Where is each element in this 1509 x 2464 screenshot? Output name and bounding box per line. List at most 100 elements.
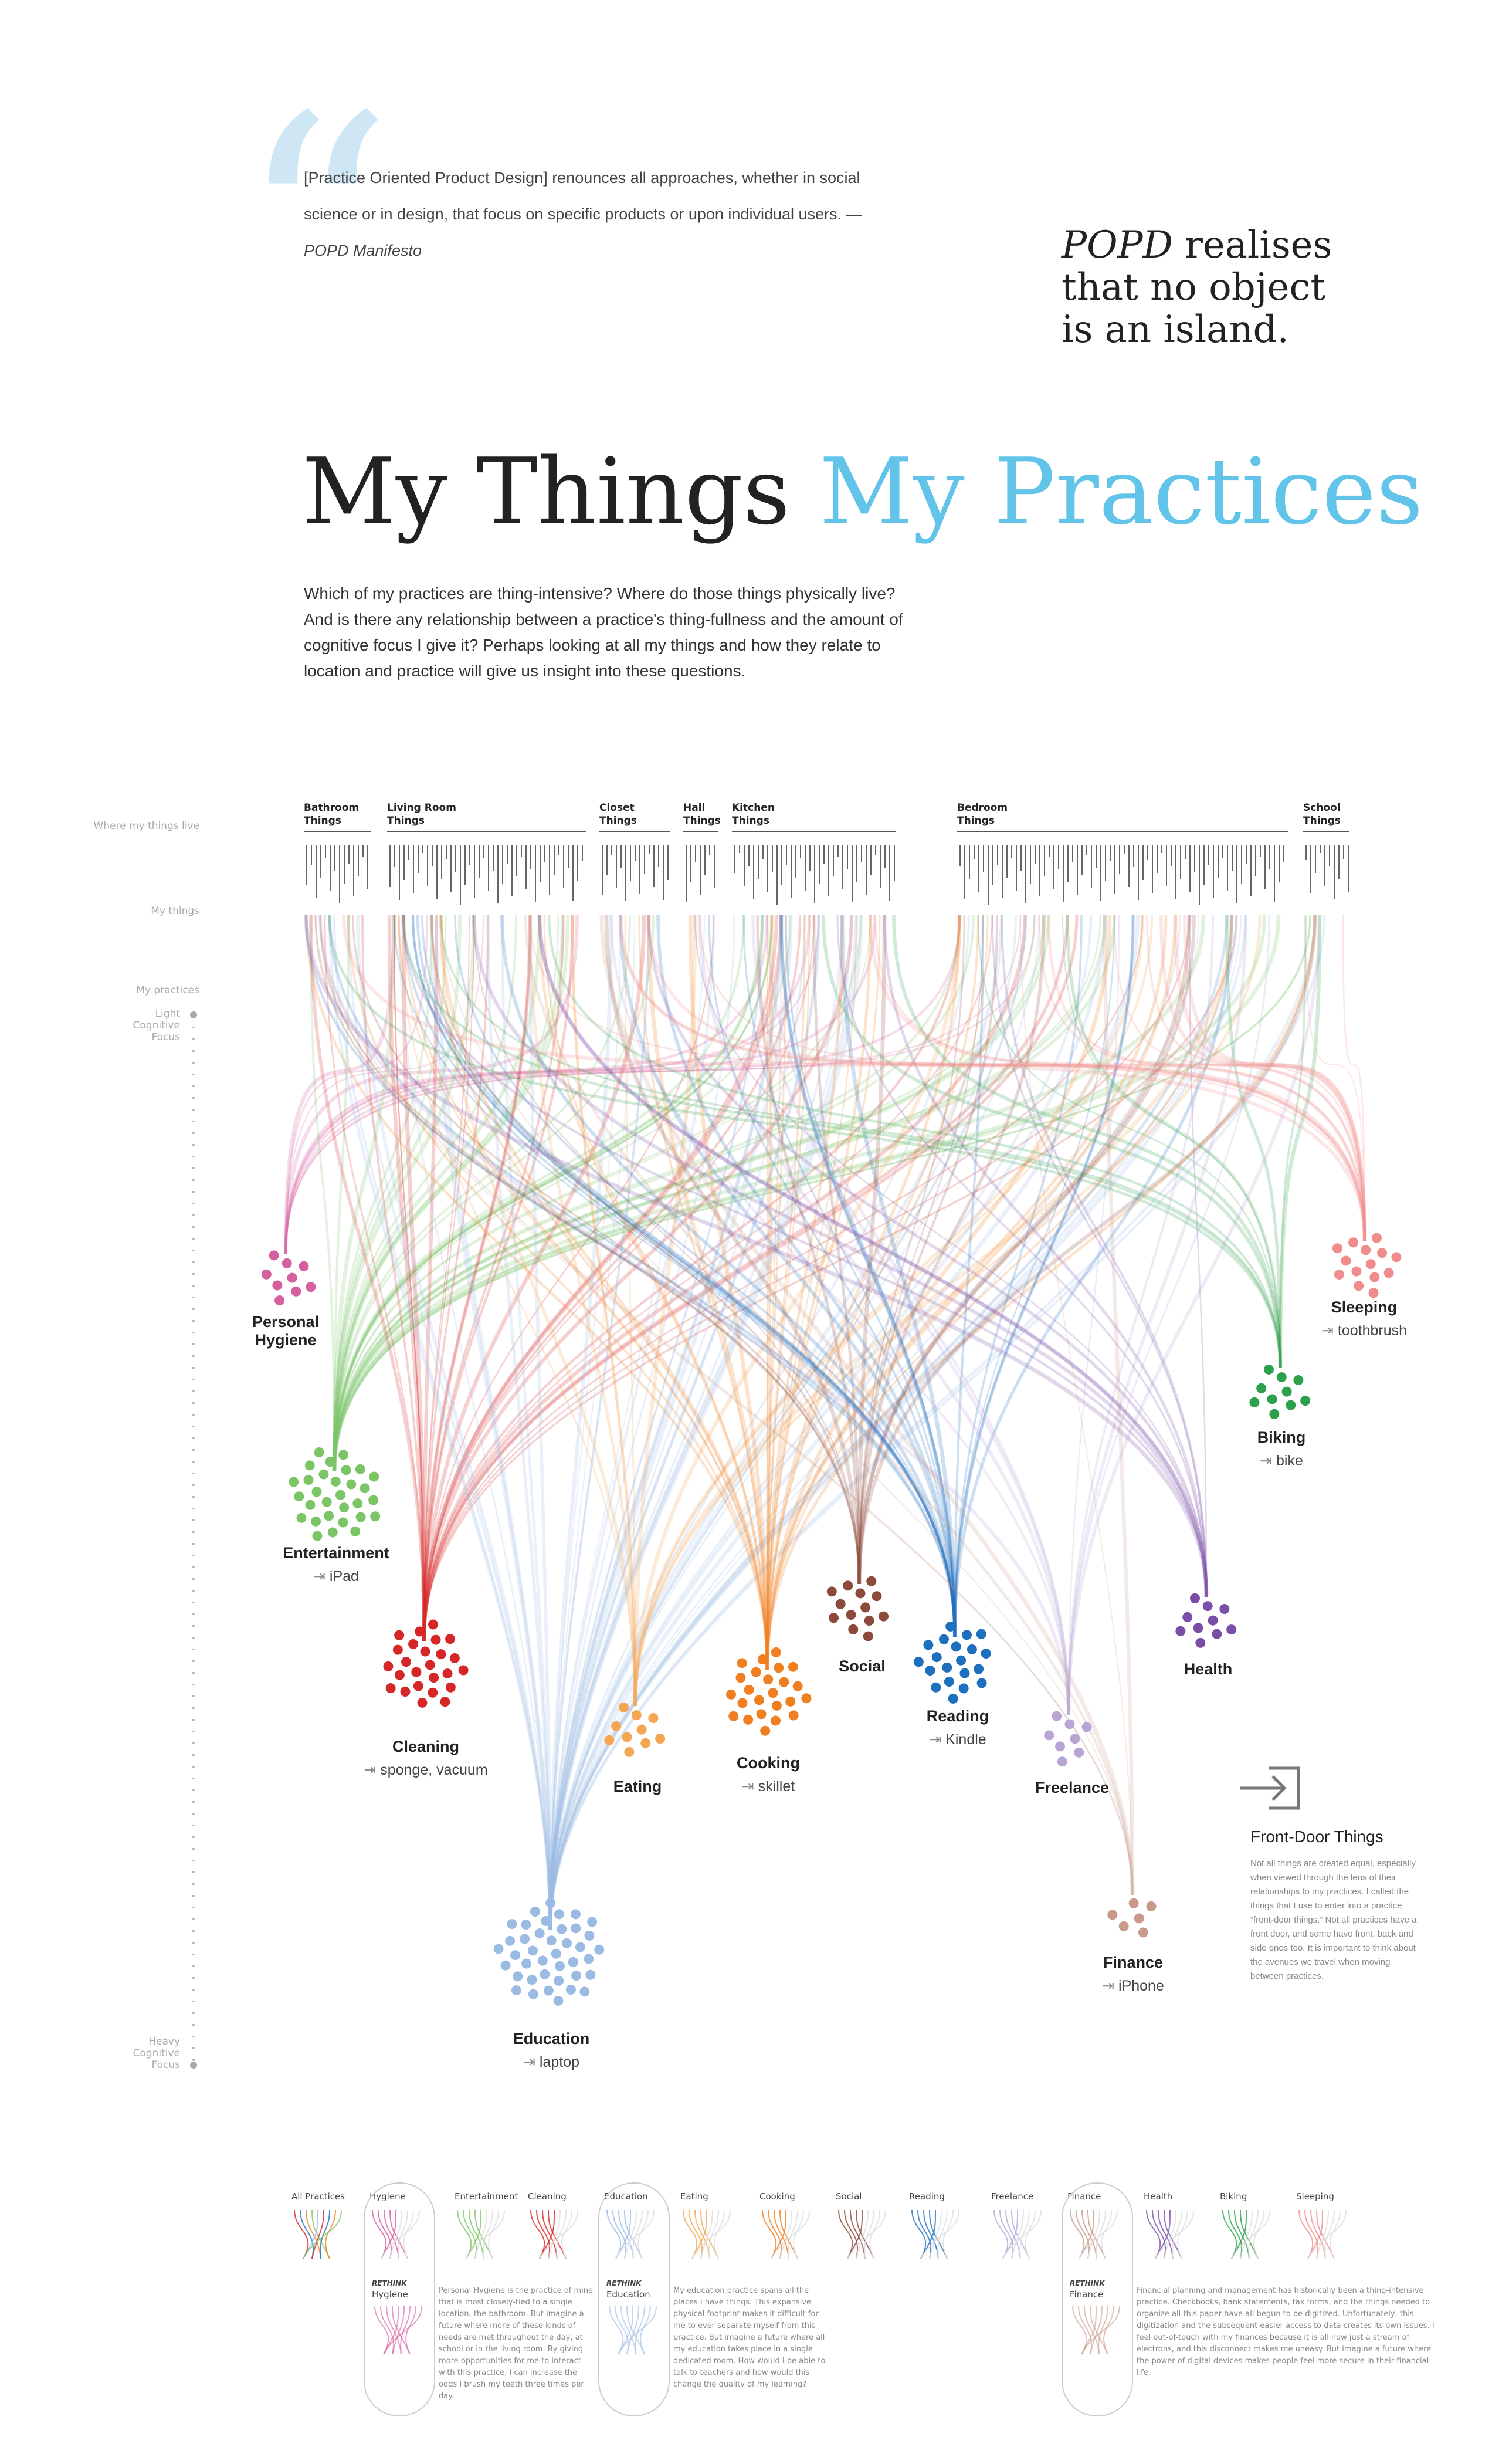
practice-dot: [1348, 1237, 1359, 1248]
small-multiple-chart[interactable]: [291, 2209, 344, 2262]
location-divider: [387, 831, 586, 832]
practice-dot: [306, 1282, 316, 1292]
thing-tick: [1189, 845, 1191, 892]
practice-dot: [976, 1629, 986, 1639]
flow-line: [1113, 915, 1366, 1241]
small-multiple-line: [779, 2209, 792, 2259]
flow-line: [549, 915, 650, 1931]
small-multiple-chart[interactable]: [1296, 2209, 1349, 2262]
practice-node-finance[interactable]: [1098, 1884, 1166, 1952]
flow-group-cooking: [304, 915, 1317, 1670]
thing-tick: [1250, 845, 1252, 896]
flow-group-cleaning: [309, 915, 1237, 1642]
small-multiple-line: [542, 2209, 558, 2259]
flow-line: [284, 915, 820, 1255]
flow-line: [402, 915, 956, 1637]
location-header: Kitchen Things: [732, 801, 775, 827]
practice-node-eating[interactable]: [596, 1690, 674, 1769]
thing-tick: [367, 845, 368, 889]
practice-node-freelance[interactable]: [1032, 1702, 1106, 1776]
thing-tick: [758, 845, 759, 879]
flow-line: [765, 915, 1317, 1670]
small-multiple-line: [1330, 2209, 1341, 2259]
thing-tick: [1077, 845, 1078, 895]
small-multiple-chart[interactable]: [1220, 2209, 1273, 2262]
flow-line: [333, 915, 1116, 1472]
flow-line: [538, 915, 1208, 1597]
practice-dot: [553, 1995, 564, 2006]
thing-tick: [964, 845, 965, 899]
practice-node-cooking[interactable]: [714, 1640, 819, 1745]
small-multiple-line: [306, 2209, 321, 2259]
practice-dot: [1212, 1629, 1222, 1639]
practice-node-sleeping[interactable]: [1321, 1220, 1408, 1308]
small-multiple-line: [937, 2209, 948, 2259]
practice-node-biking[interactable]: [1241, 1352, 1320, 1431]
flow-line: [638, 915, 768, 1670]
thing-tick: [1067, 845, 1069, 882]
practice-dot: [1107, 1910, 1118, 1920]
rethink-line: [1072, 2305, 1087, 2355]
practice-dot: [534, 1928, 545, 1938]
practice-node-social[interactable]: [816, 1565, 902, 1650]
flow-line: [1038, 915, 1366, 1241]
practice-node-hygiene[interactable]: [247, 1240, 324, 1316]
location-divider: [304, 831, 371, 832]
location-name-line2: Things: [683, 815, 721, 827]
practice-dot: [551, 1948, 561, 1959]
thing-tick: [805, 845, 806, 891]
practice-dot: [1074, 1747, 1084, 1758]
practice-node-health[interactable]: [1167, 1581, 1246, 1660]
small-multiple-chart[interactable]: [528, 2209, 581, 2262]
small-multiple-chart[interactable]: [680, 2209, 733, 2262]
flow-line: [387, 915, 426, 1642]
thing-tick: [474, 845, 475, 898]
thing-tick: [572, 845, 574, 901]
small-multiple-label: Freelance: [991, 2191, 1034, 2202]
flow-line: [1173, 915, 1367, 1241]
flow-line: [347, 915, 551, 1931]
small-multiple-line: [300, 2209, 314, 2259]
practice-dot: [826, 1586, 837, 1597]
small-multiple-chart[interactable]: [991, 2209, 1044, 2262]
thing-tick: [389, 845, 391, 887]
flow-line: [765, 915, 1070, 1716]
flow-line: [548, 915, 844, 1931]
practice-dot: [763, 1674, 774, 1685]
location-header: Living Room Things: [387, 801, 456, 827]
practice-dot: [584, 1930, 595, 1941]
flow-line: [284, 915, 811, 1255]
thing-tick: [535, 845, 536, 902]
thing-tick: [823, 845, 825, 864]
small-multiple-chart[interactable]: [759, 2209, 812, 2262]
thing-tick: [686, 845, 687, 902]
thing-tick: [563, 845, 564, 888]
thing-tick: [1142, 845, 1144, 880]
thing-tick: [450, 845, 452, 892]
small-multiple-line: [1011, 2209, 1024, 2259]
thing-tick: [653, 845, 655, 887]
practice-node-entertainment[interactable]: [277, 1438, 391, 1552]
flow-line: [393, 915, 425, 1642]
small-multiple-chart[interactable]: [1144, 2209, 1196, 2262]
small-multiple-chart[interactable]: [909, 2209, 962, 2262]
practice-dot: [500, 1960, 511, 1971]
rethink-chart[interactable]: [1070, 2304, 1123, 2357]
flow-line: [548, 915, 1027, 1931]
flow-line: [529, 915, 1366, 1241]
front-door-icon: ⇥: [313, 1568, 330, 1585]
rethink-chart[interactable]: [606, 2304, 659, 2357]
practice-node-cleaning[interactable]: [371, 1612, 477, 1718]
rethink-chart[interactable]: [372, 2304, 425, 2357]
flow-line: [284, 915, 1036, 1255]
thing-tick: [544, 845, 545, 862]
flow-line: [398, 915, 551, 1931]
flow-line: [1278, 915, 1322, 1369]
small-multiple-chart[interactable]: [455, 2209, 507, 2262]
practice-dot: [568, 1957, 578, 1967]
flow-line: [333, 915, 862, 1472]
practice-node-reading[interactable]: [906, 1611, 1004, 1710]
practice-node-education[interactable]: [487, 1890, 613, 2017]
small-multiple-chart[interactable]: [836, 2209, 889, 2262]
practice-dot: [392, 1644, 403, 1655]
